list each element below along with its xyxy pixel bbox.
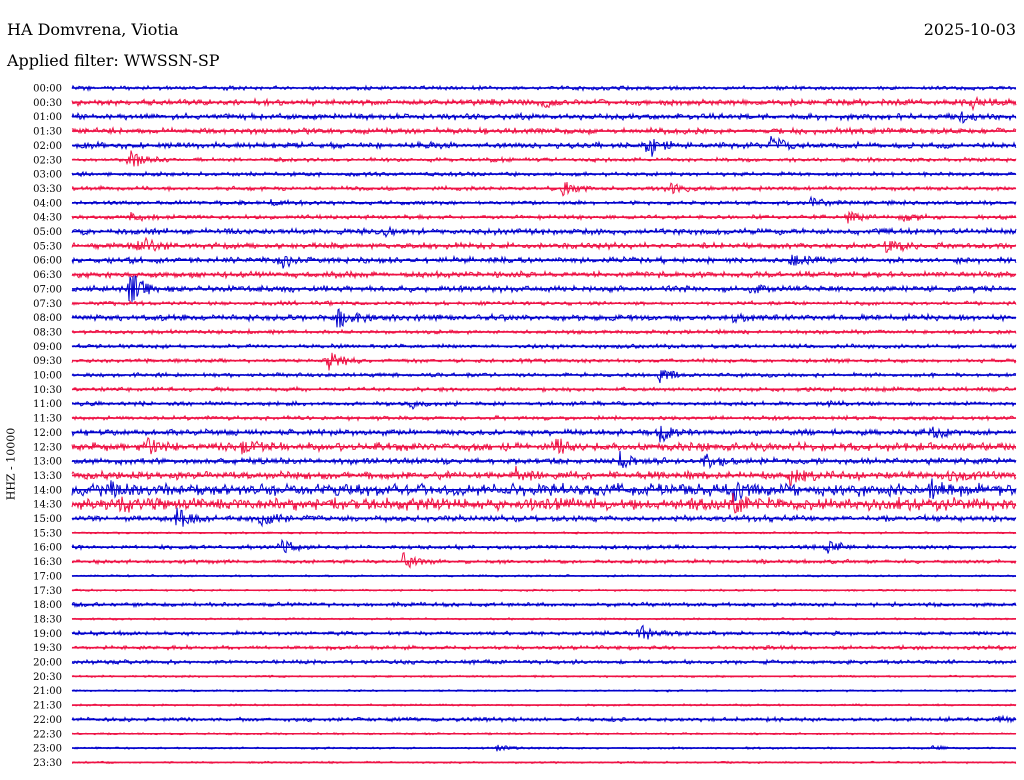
row-time-label: 00:00 [33, 84, 62, 95]
row-time-label: 20:00 [33, 658, 62, 669]
trace-line [71, 478, 1017, 503]
row-time-label: 22:30 [33, 729, 62, 740]
row-time-label: 21:30 [33, 701, 62, 712]
trace-line [71, 135, 1017, 157]
row-time-label: 03:00 [33, 170, 62, 181]
trace-line [71, 210, 1017, 224]
row-time-label: 19:30 [33, 643, 62, 654]
row-time-label: 11:00 [33, 399, 62, 410]
row-time-label: 06:30 [33, 270, 62, 281]
trace-line [71, 551, 1017, 569]
row-time-label: 21:00 [33, 686, 62, 697]
row-time-label: 03:30 [33, 184, 62, 195]
row-time-label: 10:30 [33, 385, 62, 396]
trace-line [71, 425, 1017, 443]
row-time-label: 02:00 [33, 141, 62, 152]
row-time-label: 10:00 [33, 371, 62, 382]
row-time-label: 23:00 [33, 744, 62, 755]
row-time-label: 15:30 [33, 528, 62, 539]
row-time-label: 05:00 [33, 227, 62, 238]
trace-line [71, 254, 1017, 269]
trace-line [71, 399, 1016, 410]
row-time-label: 15:00 [33, 514, 62, 525]
record-date: 2025-10-03 [923, 20, 1016, 39]
row-time-label: 08:00 [33, 313, 62, 324]
station-title: HA Domvrena, Viotia [7, 20, 179, 39]
row-time-label: 22:00 [33, 715, 62, 726]
row-time-label: 14:00 [33, 485, 62, 496]
trace-line [71, 111, 1017, 124]
row-time-label: 07:00 [33, 284, 62, 295]
row-time-label: 20:30 [33, 672, 62, 683]
row-time-label: 23:30 [33, 758, 62, 769]
row-time-label: 17:30 [33, 586, 62, 597]
row-time-label: 05:30 [33, 241, 62, 252]
row-time-label: 16:30 [33, 557, 62, 568]
trace-line [71, 436, 1017, 455]
row-time-label: 01:30 [33, 127, 62, 138]
trace-line [71, 352, 1017, 371]
trace-line [71, 225, 1017, 239]
row-time-label: 09:00 [33, 342, 62, 353]
trace-line [71, 236, 1017, 253]
row-time-label: 07:30 [33, 299, 62, 310]
trace-line [71, 492, 1017, 514]
row-time-label: 18:00 [33, 600, 62, 611]
row-time-label: 16:00 [33, 543, 62, 554]
row-time-label: 13:30 [33, 471, 62, 482]
row-time-label: 14:30 [33, 500, 62, 511]
trace-line [71, 95, 1017, 112]
trace-line [71, 195, 1017, 208]
row-time-label: 12:30 [33, 442, 62, 453]
trace-line [71, 150, 1017, 167]
row-time-label: 01:00 [33, 112, 62, 123]
row-time-label: 19:00 [33, 629, 62, 640]
row-time-label: 18:30 [33, 614, 62, 625]
row-time-label: 08:30 [33, 327, 62, 338]
row-time-label: 09:30 [33, 356, 62, 367]
row-time-label: 11:30 [33, 414, 62, 425]
row-time-label: 17:00 [33, 571, 62, 582]
trace-line [71, 369, 1017, 384]
filter-label: Applied filter: WWSSN-SP [7, 51, 220, 70]
row-time-label: 04:00 [33, 198, 62, 209]
row-time-label: 13:00 [33, 457, 62, 468]
trace-line [71, 450, 1017, 470]
trace-line [71, 507, 1017, 528]
row-time-label: 02:30 [33, 155, 62, 166]
row-time-label: 00:30 [33, 98, 62, 109]
row-time-label: 06:00 [33, 256, 62, 267]
row-time-label: 04:30 [33, 213, 62, 224]
row-time-label: 12:00 [33, 428, 62, 439]
